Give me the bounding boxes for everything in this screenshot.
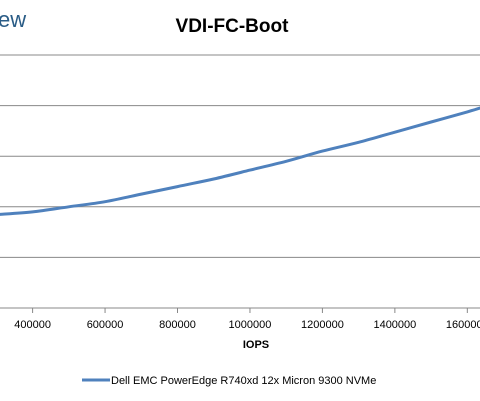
x-axis-label: IOPS bbox=[243, 339, 269, 351]
x-tick-label: 1400000 bbox=[373, 319, 416, 331]
chart-title: VDI-FC-Boot bbox=[176, 16, 290, 37]
x-tick-label: 1600000 bbox=[446, 319, 480, 331]
x-tick-label: 1000000 bbox=[229, 319, 272, 331]
series-line bbox=[0, 106, 480, 216]
x-tick-label: 600000 bbox=[87, 319, 124, 331]
brand-text: ew bbox=[0, 7, 26, 32]
x-tick-labels: 400000 600000 800000 1000000 1200000 1400000 1… bbox=[14, 308, 480, 331]
gridlines bbox=[0, 54, 480, 309]
x-tick-label: 1200000 bbox=[301, 319, 344, 331]
x-tick-label: 800000 bbox=[159, 319, 196, 331]
legend-label: Dell EMC PowerEdge R740xd 12x Micron 930… bbox=[111, 375, 376, 387]
x-tick-label: 400000 bbox=[14, 319, 51, 331]
